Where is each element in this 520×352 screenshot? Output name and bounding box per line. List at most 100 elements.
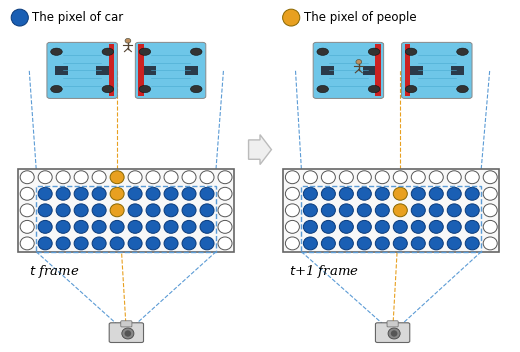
Ellipse shape bbox=[182, 187, 196, 200]
Ellipse shape bbox=[393, 237, 407, 250]
Ellipse shape bbox=[74, 187, 88, 200]
Ellipse shape bbox=[146, 237, 160, 250]
Ellipse shape bbox=[375, 204, 389, 217]
Ellipse shape bbox=[483, 187, 497, 200]
Ellipse shape bbox=[92, 220, 106, 233]
Ellipse shape bbox=[465, 204, 479, 217]
Ellipse shape bbox=[285, 187, 300, 200]
Ellipse shape bbox=[92, 204, 106, 217]
Bar bbox=[283, 169, 499, 252]
Ellipse shape bbox=[321, 171, 335, 184]
Ellipse shape bbox=[110, 187, 124, 200]
Ellipse shape bbox=[92, 237, 106, 250]
Ellipse shape bbox=[50, 86, 62, 93]
Ellipse shape bbox=[429, 204, 443, 217]
Ellipse shape bbox=[357, 237, 371, 250]
Ellipse shape bbox=[218, 171, 232, 184]
Ellipse shape bbox=[357, 187, 371, 200]
Ellipse shape bbox=[146, 204, 160, 217]
Ellipse shape bbox=[164, 220, 178, 233]
Ellipse shape bbox=[139, 86, 151, 93]
Ellipse shape bbox=[483, 204, 497, 217]
Ellipse shape bbox=[340, 220, 354, 233]
Ellipse shape bbox=[447, 237, 461, 250]
Ellipse shape bbox=[357, 204, 371, 217]
Ellipse shape bbox=[340, 237, 354, 250]
Ellipse shape bbox=[146, 220, 160, 233]
Ellipse shape bbox=[393, 204, 407, 217]
Ellipse shape bbox=[38, 237, 52, 250]
Ellipse shape bbox=[447, 187, 461, 200]
FancyBboxPatch shape bbox=[135, 42, 206, 99]
Ellipse shape bbox=[393, 220, 407, 233]
Ellipse shape bbox=[164, 171, 178, 184]
Ellipse shape bbox=[375, 237, 389, 250]
Ellipse shape bbox=[74, 220, 88, 233]
Ellipse shape bbox=[200, 204, 214, 217]
Ellipse shape bbox=[56, 187, 70, 200]
FancyBboxPatch shape bbox=[375, 323, 410, 342]
Ellipse shape bbox=[102, 86, 114, 93]
Ellipse shape bbox=[285, 204, 300, 217]
Bar bbox=[138, 44, 144, 96]
Ellipse shape bbox=[182, 220, 196, 233]
Text: $t$+1 frame: $t$+1 frame bbox=[289, 263, 358, 279]
Ellipse shape bbox=[164, 187, 178, 200]
Ellipse shape bbox=[411, 237, 425, 250]
Ellipse shape bbox=[190, 86, 202, 93]
Ellipse shape bbox=[303, 204, 317, 217]
FancyArrow shape bbox=[249, 135, 271, 165]
Ellipse shape bbox=[465, 220, 479, 233]
Ellipse shape bbox=[411, 171, 425, 184]
Ellipse shape bbox=[38, 204, 52, 217]
Ellipse shape bbox=[447, 220, 461, 233]
Bar bbox=[321, 66, 334, 75]
Ellipse shape bbox=[110, 204, 124, 217]
Ellipse shape bbox=[122, 328, 134, 339]
Ellipse shape bbox=[357, 220, 371, 233]
Ellipse shape bbox=[375, 171, 389, 184]
Ellipse shape bbox=[303, 171, 317, 184]
Ellipse shape bbox=[483, 220, 497, 233]
Ellipse shape bbox=[321, 204, 335, 217]
Ellipse shape bbox=[218, 237, 232, 250]
Ellipse shape bbox=[429, 220, 443, 233]
Ellipse shape bbox=[11, 9, 28, 26]
Ellipse shape bbox=[429, 237, 443, 250]
Ellipse shape bbox=[375, 220, 389, 233]
Ellipse shape bbox=[447, 171, 461, 184]
Ellipse shape bbox=[200, 171, 214, 184]
FancyBboxPatch shape bbox=[121, 321, 132, 327]
Ellipse shape bbox=[393, 171, 407, 184]
Bar bbox=[451, 66, 464, 75]
Bar bbox=[375, 44, 381, 96]
Ellipse shape bbox=[465, 187, 479, 200]
Ellipse shape bbox=[56, 220, 70, 233]
Ellipse shape bbox=[357, 171, 371, 184]
Text: $t$ frame: $t$ frame bbox=[29, 263, 79, 279]
Ellipse shape bbox=[411, 204, 425, 217]
Ellipse shape bbox=[139, 48, 151, 55]
Ellipse shape bbox=[110, 220, 124, 233]
Ellipse shape bbox=[340, 204, 354, 217]
Bar bbox=[302, 186, 481, 252]
Ellipse shape bbox=[56, 237, 70, 250]
Bar bbox=[36, 186, 216, 252]
Ellipse shape bbox=[405, 86, 417, 93]
Ellipse shape bbox=[303, 187, 317, 200]
Ellipse shape bbox=[218, 187, 232, 200]
Ellipse shape bbox=[429, 171, 443, 184]
FancyBboxPatch shape bbox=[387, 321, 398, 327]
Ellipse shape bbox=[200, 220, 214, 233]
Ellipse shape bbox=[164, 204, 178, 217]
Ellipse shape bbox=[285, 220, 300, 233]
Ellipse shape bbox=[110, 237, 124, 250]
Ellipse shape bbox=[457, 86, 469, 93]
Ellipse shape bbox=[200, 237, 214, 250]
Text: The pixel of people: The pixel of people bbox=[304, 11, 417, 24]
Bar bbox=[18, 169, 234, 252]
Ellipse shape bbox=[483, 237, 497, 250]
Ellipse shape bbox=[20, 204, 34, 217]
Ellipse shape bbox=[303, 220, 317, 233]
Bar bbox=[144, 66, 157, 75]
